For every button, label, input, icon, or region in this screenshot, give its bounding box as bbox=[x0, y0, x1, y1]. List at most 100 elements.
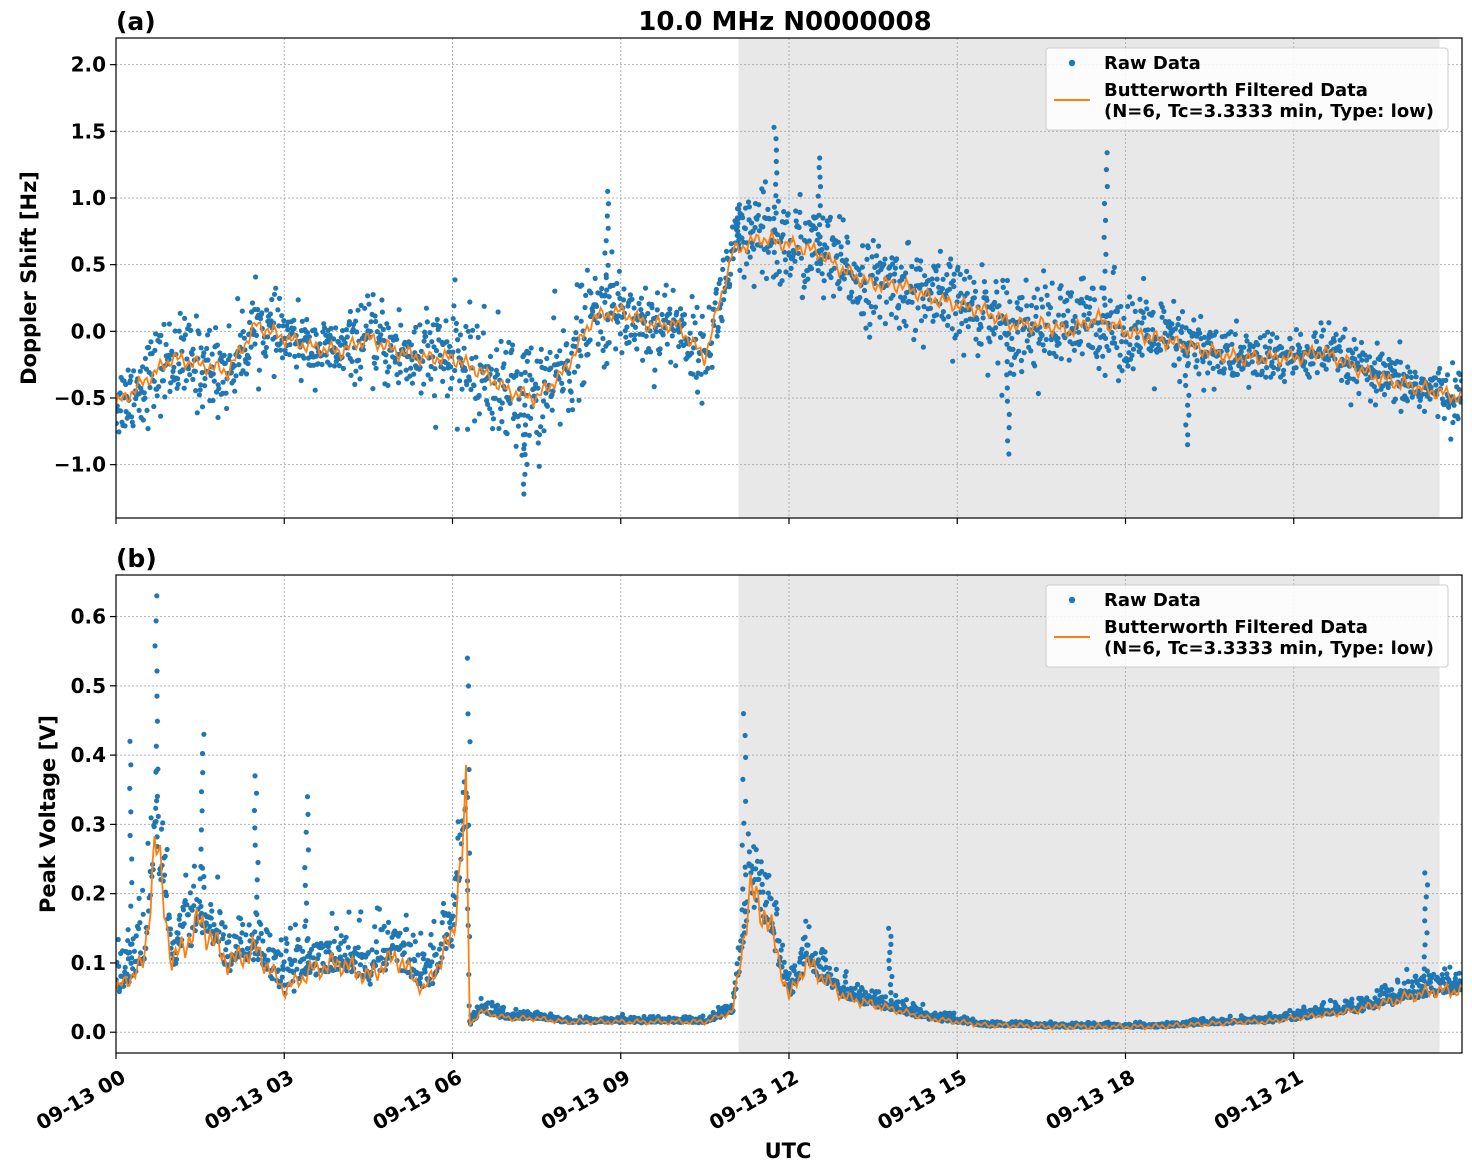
raw-data-point bbox=[235, 296, 241, 302]
raw-data-point bbox=[180, 907, 187, 913]
raw-data-point bbox=[260, 938, 266, 944]
raw-data-point bbox=[129, 880, 135, 886]
raw-data-point bbox=[1269, 359, 1275, 365]
raw-data-point bbox=[366, 977, 372, 983]
raw-data-point bbox=[141, 390, 147, 396]
raw-data-point bbox=[605, 317, 611, 323]
raw-data-point bbox=[259, 310, 265, 316]
raw-data-point bbox=[615, 291, 621, 297]
raw-data-point bbox=[189, 907, 195, 913]
raw-data-point bbox=[409, 380, 415, 386]
raw-data-point bbox=[1259, 368, 1265, 374]
raw-data-point bbox=[1041, 268, 1047, 274]
raw-data-point bbox=[378, 332, 384, 338]
raw-data-point bbox=[1155, 342, 1161, 348]
raw-data-point bbox=[816, 212, 822, 218]
raw-data-point bbox=[379, 297, 385, 303]
raw-data-point bbox=[995, 360, 1001, 366]
raw-data-point bbox=[805, 276, 811, 282]
raw-data-point bbox=[333, 925, 340, 932]
legend-filtered-params: (N=6, Tc=3.3333 min, Type: low) bbox=[1104, 101, 1434, 122]
raw-data-point bbox=[263, 344, 269, 351]
raw-data-point bbox=[306, 334, 312, 340]
raw-data-point bbox=[600, 347, 606, 354]
raw-data-point bbox=[462, 367, 468, 373]
raw-data-point bbox=[1351, 336, 1357, 343]
raw-data-point bbox=[183, 378, 189, 384]
raw-data-point bbox=[1349, 1000, 1355, 1006]
raw-data-point bbox=[1293, 327, 1299, 333]
raw-data-point bbox=[294, 966, 300, 972]
raw-data-point bbox=[205, 357, 211, 363]
raw-data-point bbox=[156, 384, 162, 390]
raw-data-point bbox=[860, 311, 867, 317]
raw-data-point bbox=[727, 281, 733, 287]
raw-data-point bbox=[123, 381, 129, 388]
raw-data-point bbox=[581, 380, 587, 386]
raw-data-point bbox=[185, 912, 191, 918]
raw-data-point bbox=[676, 343, 682, 350]
raw-data-point bbox=[609, 249, 615, 255]
raw-data-point bbox=[667, 306, 673, 312]
raw-data-point bbox=[257, 316, 264, 322]
raw-data-point bbox=[736, 237, 742, 243]
raw-data-point bbox=[222, 924, 228, 930]
raw-data-point bbox=[1458, 378, 1462, 384]
raw-data-point bbox=[922, 273, 928, 279]
raw-data-point bbox=[373, 318, 379, 325]
raw-data-point bbox=[729, 224, 736, 230]
raw-data-point bbox=[413, 324, 419, 330]
raw-data-point bbox=[422, 969, 428, 975]
x-axis-title: UTC bbox=[765, 1139, 812, 1163]
raw-data-point bbox=[1280, 371, 1286, 378]
raw-data-point bbox=[734, 232, 740, 239]
raw-data-point bbox=[650, 1014, 656, 1020]
raw-data-point bbox=[1395, 979, 1401, 985]
raw-data-point bbox=[446, 911, 452, 917]
raw-data-point bbox=[632, 332, 638, 338]
raw-data-point bbox=[475, 334, 481, 340]
raw-data-point bbox=[751, 283, 757, 289]
raw-data-point bbox=[1179, 329, 1185, 335]
raw-data-point bbox=[464, 382, 470, 388]
raw-data-point bbox=[547, 349, 553, 355]
raw-data-point bbox=[1421, 973, 1427, 979]
raw-data-point bbox=[211, 922, 217, 928]
raw-data-point bbox=[250, 957, 257, 963]
raw-data-point bbox=[1293, 365, 1299, 371]
raw-data-point bbox=[412, 939, 418, 945]
raw-data-point bbox=[911, 336, 917, 343]
raw-data-point bbox=[583, 292, 589, 298]
raw-data-point bbox=[447, 343, 453, 349]
raw-data-point bbox=[116, 403, 120, 409]
raw-data-point bbox=[1184, 353, 1190, 359]
raw-data-point bbox=[948, 256, 954, 262]
raw-data-point bbox=[168, 380, 174, 386]
raw-data-point bbox=[313, 331, 319, 337]
raw-data-point bbox=[457, 832, 463, 838]
raw-data-point bbox=[1004, 398, 1011, 404]
raw-data-point bbox=[621, 286, 627, 292]
raw-data-point bbox=[705, 365, 711, 371]
raw-data-point bbox=[773, 272, 779, 278]
raw-data-point bbox=[693, 374, 699, 380]
raw-data-point bbox=[1246, 384, 1252, 390]
raw-data-point bbox=[1171, 298, 1177, 304]
raw-data-point bbox=[1035, 390, 1041, 397]
raw-data-point bbox=[1447, 964, 1453, 970]
raw-data-point bbox=[918, 318, 925, 324]
raw-data-point bbox=[116, 936, 121, 943]
raw-data-point bbox=[1055, 335, 1061, 341]
raw-data-point bbox=[251, 328, 257, 334]
raw-data-point bbox=[849, 289, 855, 295]
raw-data-point bbox=[1058, 356, 1064, 362]
raw-data-point bbox=[877, 314, 883, 320]
raw-data-point bbox=[384, 369, 390, 375]
raw-data-point bbox=[568, 389, 574, 395]
raw-data-point bbox=[843, 257, 850, 263]
raw-data-point bbox=[841, 276, 847, 282]
raw-data-point bbox=[792, 963, 798, 969]
raw-data-point bbox=[1372, 402, 1379, 408]
raw-data-point bbox=[903, 323, 909, 329]
raw-data-point bbox=[753, 847, 759, 853]
